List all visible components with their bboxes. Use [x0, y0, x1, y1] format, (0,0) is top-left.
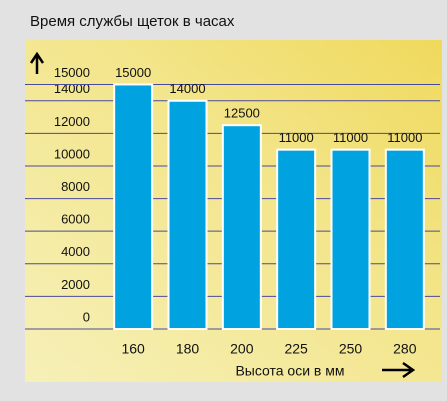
y-tick-label: 0	[83, 309, 90, 324]
y-tick-label: 14000	[54, 81, 90, 96]
x-tick-label: 160	[121, 341, 145, 357]
marks: 160 15000 180 14000 200 12500 225 11000 250 11000…	[113, 65, 425, 357]
value-label: 15000	[115, 65, 151, 80]
up-arrow	[29, 51, 45, 74]
x-tick-label: 180	[176, 341, 200, 357]
x-tick-label: 225	[284, 341, 308, 357]
y-tick-label: 4000	[61, 244, 90, 259]
y-tick-label: 12000	[54, 114, 90, 129]
y-tick-label: 10000	[54, 146, 90, 161]
x-tick-label: 280	[393, 341, 417, 357]
bar	[330, 148, 371, 330]
value-label: 11000	[333, 130, 368, 145]
value-label: 11000	[387, 130, 422, 145]
value-label: 11000	[279, 130, 314, 145]
bar	[384, 148, 425, 330]
bar	[167, 99, 208, 331]
y-tick-label: 15000	[54, 65, 90, 80]
right-arrow	[382, 361, 416, 379]
value-label: 14000	[169, 81, 205, 96]
value-label: 12500	[224, 106, 260, 121]
chart-title: Время службы щеток в часах	[30, 13, 235, 30]
y-tick-label: 8000	[61, 179, 90, 194]
bar	[276, 148, 317, 330]
bar	[221, 124, 262, 330]
y-tick-label: 2000	[61, 277, 90, 292]
y-tick-label: 6000	[61, 212, 90, 227]
bar	[113, 83, 154, 330]
x-tick-label: 250	[339, 341, 363, 357]
x-tick-label: 200	[230, 341, 254, 357]
x-axis-label: Высота оси в мм	[235, 363, 344, 379]
